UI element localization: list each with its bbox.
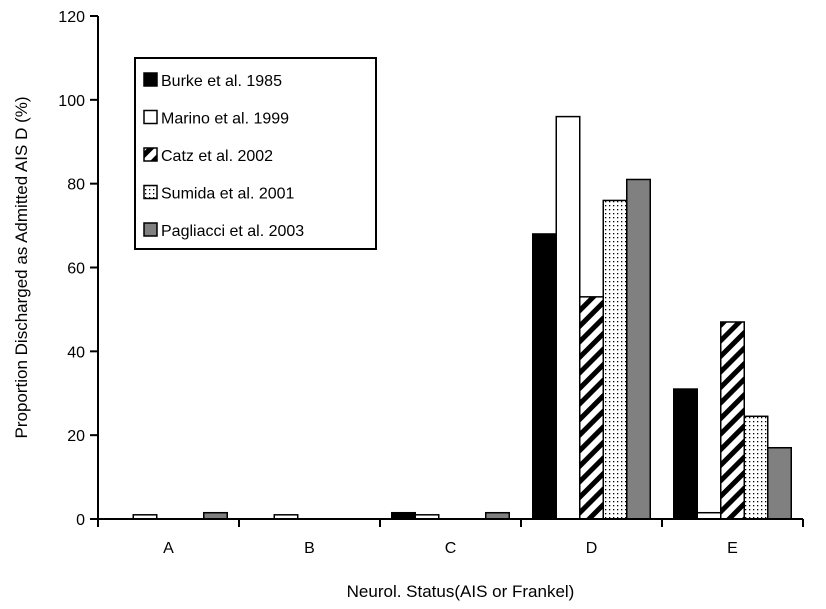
bar-d-pagliacci-et-al-2003 [626,178,651,520]
x-axis-title: Neurol. Status(AIS or Frankel) [347,582,575,601]
y-tick-label: 60 [67,261,85,278]
y-axis-title: Proportion Discharged as Admitted AIS D … [12,96,31,438]
legend-swatch-catz-et-al-2002 [143,147,158,162]
y-tick-label: 80 [67,177,85,194]
x-tick-label: D [586,540,598,557]
bar-e-burke-et-al-1985 [673,388,698,520]
x-tick-label: C [445,540,457,557]
legend-swatch-pagliacci-et-al-2003 [143,222,158,237]
legend-label-catz-et-al-2002: Catz et al. 2002 [161,148,273,165]
legend-box [134,57,377,250]
x-tick-label: A [163,540,174,557]
x-tick-label: E [727,540,738,557]
legend-label-marino-et-al-1999: Marino et al. 1999 [161,111,289,128]
legend-swatch-sumida-et-al-2001 [143,184,158,200]
legend-label-burke-et-al-1985: Burke et al. 1985 [161,73,282,90]
y-tick-label: 20 [67,428,85,445]
legend-swatch-marino-et-al-1999 [143,109,158,125]
bar-d-sumida-et-al-2001 [602,199,628,520]
bar-d-burke-et-al-1985 [532,233,557,520]
legend-swatch-burke-et-al-1985 [143,72,158,87]
y-tick-label: 120 [58,9,85,26]
bar-d-marino-et-al-1999 [555,115,581,520]
y-tick-label: 40 [67,344,85,361]
bar-e-pagliacci-et-al-2003 [767,446,792,520]
bar-d-catz-et-al-2002 [579,296,604,520]
legend-label-sumida-et-al-2001: Sumida et al. 2001 [161,186,295,203]
y-tick-label: 0 [76,512,85,529]
bar-e-catz-et-al-2002 [720,321,745,520]
y-tick-label: 100 [58,93,85,110]
x-tick-label: B [304,540,315,557]
bar-e-sumida-et-al-2001 [743,415,769,520]
legend-label-pagliacci-et-al-2003: Pagliacci et al. 2003 [161,223,304,240]
